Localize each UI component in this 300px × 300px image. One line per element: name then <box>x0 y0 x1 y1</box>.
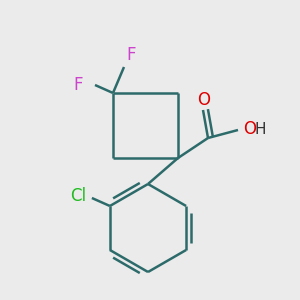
Text: O: O <box>197 91 211 109</box>
Text: F: F <box>73 76 83 94</box>
Text: O: O <box>243 120 256 138</box>
Text: H: H <box>255 122 266 136</box>
Text: F: F <box>126 46 136 64</box>
Text: Cl: Cl <box>70 187 86 205</box>
